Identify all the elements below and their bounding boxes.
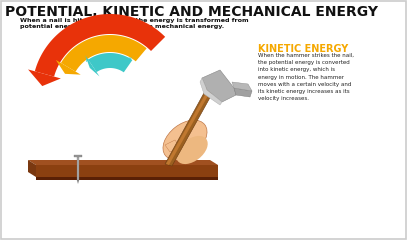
Text: potential energy to kinetic energy to mechanical energy.: potential energy to kinetic energy to me… — [20, 24, 224, 29]
Polygon shape — [61, 35, 147, 72]
Text: When a nail is hit by a hammer, the energy is transformed from: When a nail is hit by a hammer, the ener… — [20, 18, 249, 23]
Bar — [36, 165, 218, 177]
Polygon shape — [88, 53, 132, 72]
Text: KINETIC ENERGY: KINETIC ENERGY — [258, 44, 348, 54]
Bar — [77, 156, 79, 180]
Polygon shape — [165, 140, 180, 152]
Polygon shape — [28, 69, 61, 86]
Polygon shape — [202, 70, 236, 102]
Polygon shape — [56, 60, 81, 75]
Polygon shape — [28, 160, 218, 165]
Polygon shape — [35, 14, 165, 77]
Text: KINETIC ENERGY: KINETIC ENERGY — [74, 38, 112, 55]
Polygon shape — [200, 78, 222, 105]
Bar — [74, 155, 82, 157]
Polygon shape — [36, 177, 218, 180]
Ellipse shape — [163, 120, 207, 160]
Text: When the hammer strikes the nail,
the potential energy is converted
into kinetic: When the hammer strikes the nail, the po… — [258, 53, 354, 101]
Polygon shape — [85, 55, 100, 77]
Polygon shape — [166, 84, 214, 165]
Text: POTENTIAL, KINETIC AND MECHANICAL ENERGY: POTENTIAL, KINETIC AND MECHANICAL ENERGY — [5, 5, 378, 19]
Text: MECHANICAL ENERGY: MECHANICAL ENERGY — [43, 20, 89, 60]
Polygon shape — [165, 82, 217, 166]
Polygon shape — [232, 82, 252, 91]
Ellipse shape — [176, 136, 208, 164]
Polygon shape — [28, 160, 36, 177]
Polygon shape — [234, 88, 252, 97]
Polygon shape — [77, 180, 79, 184]
Text: POTENTIAL ENERGY: POTENTIAL ENERGY — [86, 58, 132, 63]
